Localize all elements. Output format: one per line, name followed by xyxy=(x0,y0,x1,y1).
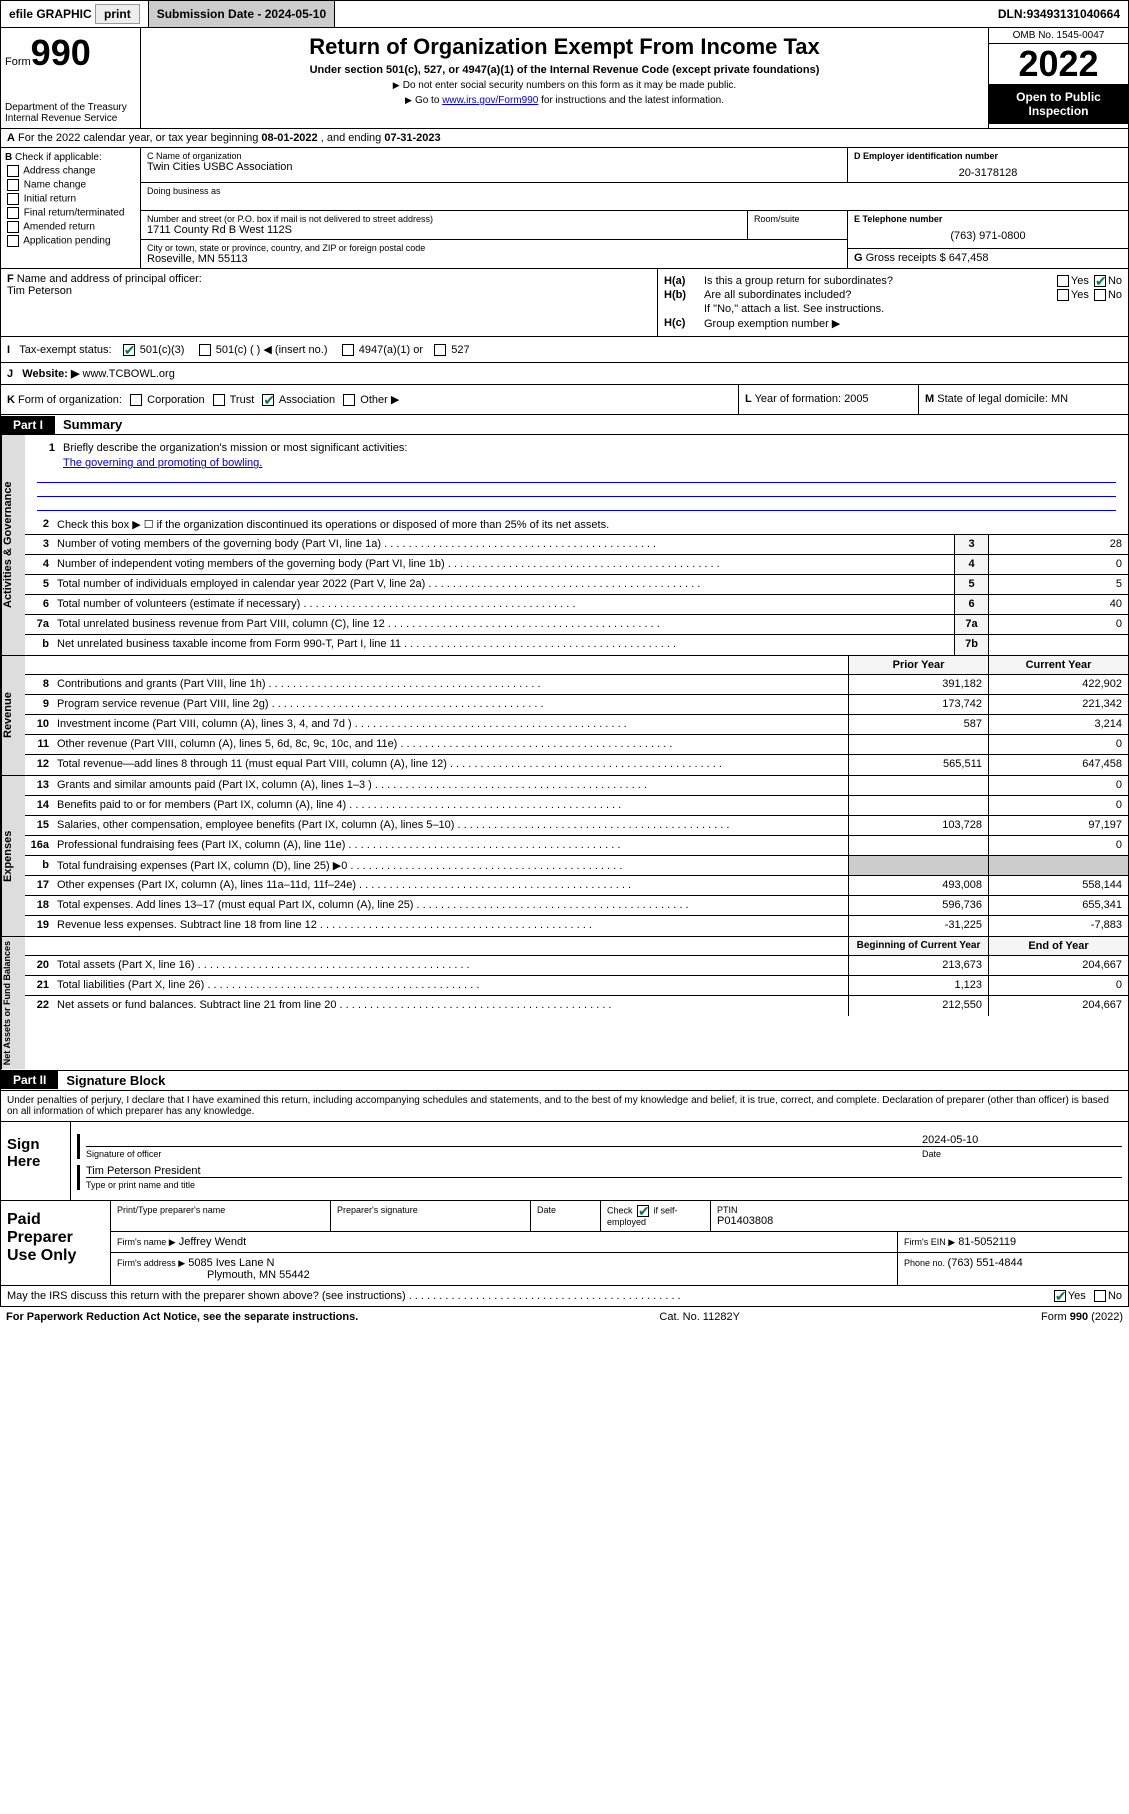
table-row: 22Net assets or fund balances. Subtract … xyxy=(25,996,1128,1016)
principal-officer: F Name and address of principal officer:… xyxy=(1,269,658,336)
table-row: 12Total revenue—add lines 8 through 11 (… xyxy=(25,755,1128,775)
efile-label: efile GRAPHIC print xyxy=(1,1,149,27)
mission-link[interactable]: The governing and promoting of bowling. xyxy=(63,457,262,469)
discuss-row: May the IRS discuss this return with the… xyxy=(0,1286,1129,1307)
table-row: 8Contributions and grants (Part VIII, li… xyxy=(25,675,1128,695)
ein-cell: D Employer identification number 20-3178… xyxy=(848,148,1128,183)
chk-initial-return[interactable]: Initial return xyxy=(5,193,136,205)
chk-application-pending[interactable]: Application pending xyxy=(5,235,136,247)
block-fh: F Name and address of principal officer:… xyxy=(0,269,1129,337)
top-bar: efile GRAPHIC print Submission Date - 20… xyxy=(0,0,1129,28)
part1-header: Part I Summary xyxy=(0,415,1129,435)
suite-cell: Room/suite xyxy=(747,211,847,239)
block-bcdeg: B Check if applicable: Address change Na… xyxy=(0,148,1129,269)
table-row: 18Total expenses. Add lines 13–17 (must … xyxy=(25,896,1128,916)
chk-address-change[interactable]: Address change xyxy=(5,165,136,177)
open-public-badge: Open to Public Inspection xyxy=(989,84,1128,124)
dept-label: Department of the Treasury xyxy=(5,102,136,113)
section-b: B Check if applicable: Address change Na… xyxy=(1,148,141,268)
netassets-section: Net Assets or Fund Balances Beginning of… xyxy=(0,937,1129,1070)
irs-link[interactable]: www.irs.gov/Form990 xyxy=(442,95,538,106)
form-title: Return of Organization Exempt From Incom… xyxy=(147,34,982,60)
link-note: Go to www.irs.gov/Form990 for instructio… xyxy=(147,95,982,106)
ein-value: 20-3178128 xyxy=(854,167,1122,179)
chk-amended-return[interactable]: Amended return xyxy=(5,221,136,233)
form-number: Form990 xyxy=(5,32,136,74)
footer: For Paperwork Reduction Act Notice, see … xyxy=(0,1307,1129,1327)
print-button[interactable]: print xyxy=(95,4,140,24)
table-row: 11Other revenue (Part VIII, column (A), … xyxy=(25,735,1128,755)
paid-preparer: Paid Preparer Use Only Print/Type prepar… xyxy=(0,1201,1129,1286)
table-row: 14Benefits paid to or for members (Part … xyxy=(25,796,1128,816)
irs-label: Internal Revenue Service xyxy=(5,113,136,124)
table-row: 9Program service revenue (Part VIII, lin… xyxy=(25,695,1128,715)
table-row: 21Total liabilities (Part X, line 26)1,1… xyxy=(25,976,1128,996)
form-subtitle: Under section 501(c), 527, or 4947(a)(1)… xyxy=(147,64,982,76)
governance-section: Activities & Governance 1Briefly describ… xyxy=(0,435,1129,656)
table-row: bTotal fundraising expenses (Part IX, co… xyxy=(25,856,1128,876)
table-row: 16aProfessional fundraising fees (Part I… xyxy=(25,836,1128,856)
signature-block: Under penalties of perjury, I declare th… xyxy=(0,1091,1129,1201)
row-klm: K Form of organization: Corporation Trus… xyxy=(0,385,1129,415)
chk-final-return[interactable]: Final return/terminated xyxy=(5,207,136,219)
chk-name-change[interactable]: Name change xyxy=(5,179,136,191)
table-row: 15Salaries, other compensation, employee… xyxy=(25,816,1128,836)
city-cell: City or town, state or province, country… xyxy=(141,240,847,268)
org-name: Twin Cities USBC Association xyxy=(147,161,841,173)
dba-cell: Doing business as xyxy=(141,183,1128,211)
tax-year: 2022 xyxy=(989,44,1128,84)
table-row: 20Total assets (Part X, line 16)213,6732… xyxy=(25,956,1128,976)
table-row: 19Revenue less expenses. Subtract line 1… xyxy=(25,916,1128,936)
part2-header: Part II Signature Block xyxy=(0,1071,1129,1091)
table-row: 17Other expenses (Part IX, column (A), l… xyxy=(25,876,1128,896)
table-row: 10Investment income (Part VIII, column (… xyxy=(25,715,1128,735)
gross-receipts: G Gross receipts $ 647,458 xyxy=(848,249,1128,267)
omb-number: OMB No. 1545-0047 xyxy=(989,28,1128,44)
section-h: H(a)Is this a group return for subordina… xyxy=(658,269,1128,336)
dln: DLN: 93493131040664 xyxy=(990,1,1128,27)
row-i: I Tax-exempt status: 501(c)(3) 501(c) ( … xyxy=(0,337,1129,363)
expenses-section: Expenses 13Grants and similar amounts pa… xyxy=(0,776,1129,937)
telephone-cell: E Telephone number (763) 971-0800 xyxy=(848,211,1128,249)
row-j: J Website: ▶ www.TCBOWL.org xyxy=(0,363,1129,385)
row-a-tax-year: A For the 2022 calendar year, or tax yea… xyxy=(0,129,1129,148)
street-cell: Number and street (or P.O. box if mail i… xyxy=(141,211,747,239)
table-row: 13Grants and similar amounts paid (Part … xyxy=(25,776,1128,796)
submission-date: Submission Date - 2024-05-10 xyxy=(149,1,335,27)
revenue-section: Revenue Prior YearCurrent Year 8Contribu… xyxy=(0,656,1129,776)
ssn-note: Do not enter social security numbers on … xyxy=(147,80,982,91)
org-name-cell: C Name of organization Twin Cities USBC … xyxy=(141,148,848,183)
form-header: Form990 Department of the Treasury Inter… xyxy=(0,28,1129,129)
